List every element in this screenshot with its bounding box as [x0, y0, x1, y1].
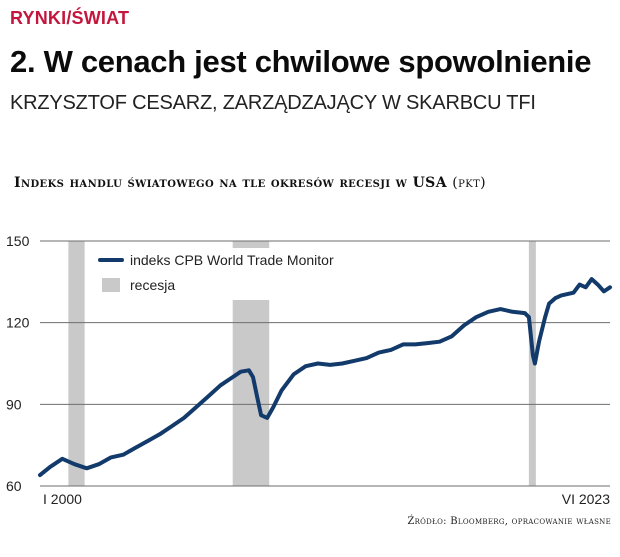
data-point	[602, 289, 606, 293]
data-point	[340, 362, 344, 365]
recession-band-3	[528, 241, 536, 486]
chart-title-text: Indeks handlu światowego na tle okresów …	[14, 175, 447, 191]
data-point	[523, 311, 527, 315]
data-point	[48, 465, 52, 469]
series-line-group	[38, 277, 612, 478]
data-point	[511, 310, 515, 314]
data-point	[531, 353, 535, 357]
legend-recession-swatch	[102, 278, 120, 292]
data-point	[462, 323, 466, 327]
source-note: Źródło: Bloomberg, opracowanie własne	[407, 516, 611, 527]
data-point	[559, 293, 563, 297]
data-point	[413, 342, 417, 346]
data-point	[527, 315, 531, 319]
recession-band-1	[68, 241, 85, 486]
data-point	[377, 351, 381, 355]
data-point	[596, 283, 600, 287]
data-point	[60, 457, 64, 461]
y-tick-label: 120	[6, 315, 30, 331]
author-byline: KRZYSZTOF CESARZ, ZARZĄDZAJĄCY W SKARBCU…	[10, 92, 536, 114]
grid-lines	[40, 240, 610, 487]
data-point	[304, 364, 308, 368]
legend-series-label: indeks CPB World Trade Monitor	[130, 252, 334, 268]
data-point	[547, 302, 551, 306]
chart-title: Indeks handlu światowego na tle okresów …	[14, 174, 604, 193]
data-point	[85, 466, 89, 470]
data-point	[38, 473, 42, 477]
data-point	[182, 416, 186, 420]
data-point	[571, 291, 575, 295]
data-point	[578, 283, 582, 287]
data-point	[401, 342, 405, 346]
data-point	[231, 375, 235, 379]
data-point	[251, 375, 255, 379]
data-point	[72, 462, 76, 466]
y-tick-label: 60	[6, 478, 22, 494]
data-point	[259, 413, 263, 417]
data-point	[109, 455, 113, 459]
data-point	[328, 363, 332, 367]
x-tick-label: VI 2023	[562, 491, 610, 507]
data-point	[537, 340, 541, 344]
data-point	[239, 370, 243, 374]
series-line-cpb-world-trade-monitor	[38, 277, 612, 478]
data-point	[438, 340, 442, 344]
data-point	[450, 334, 454, 338]
data-point	[590, 277, 594, 281]
data-point	[279, 389, 283, 393]
data-point	[553, 296, 557, 300]
data-point	[292, 372, 296, 376]
data-point	[271, 405, 275, 409]
data-point	[133, 446, 137, 450]
data-point	[158, 432, 162, 436]
data-point	[498, 307, 502, 311]
trade-index-chart: indeks CPB World Trade Monitor recesja 6…	[6, 233, 612, 507]
data-point	[255, 394, 259, 398]
data-point	[194, 405, 198, 409]
legend-recession-label: recesja	[130, 277, 175, 293]
data-point	[584, 285, 588, 289]
axis-labels: 60 90 120 150 I 2000 VI 2023	[6, 233, 610, 507]
data-point	[543, 315, 547, 319]
data-point	[97, 462, 101, 466]
data-point	[121, 453, 125, 457]
data-point	[170, 424, 174, 428]
data-point	[316, 362, 320, 365]
data-point	[425, 341, 429, 345]
data-point	[146, 439, 150, 443]
data-point	[219, 383, 223, 387]
legend: indeks CPB World Trade Monitor recesja	[92, 248, 368, 300]
data-point	[365, 356, 369, 360]
data-point	[474, 315, 478, 319]
legend-background	[92, 248, 368, 300]
data-point	[265, 416, 269, 420]
data-point	[608, 285, 612, 289]
page-title: 2. W cenach jest chwilowe spowolnienie	[10, 44, 592, 79]
data-point	[389, 348, 393, 352]
y-tick-label: 150	[6, 233, 30, 249]
data-point	[486, 310, 490, 314]
data-point	[352, 359, 356, 363]
section-label: RYNKI/ŚWIAT	[10, 8, 130, 28]
data-point	[206, 394, 210, 398]
data-point	[247, 368, 251, 372]
y-tick-label: 90	[6, 396, 22, 412]
data-point	[533, 362, 537, 365]
x-tick-label: I 2000	[43, 491, 82, 507]
chart-unit: (pkt)	[452, 175, 487, 191]
